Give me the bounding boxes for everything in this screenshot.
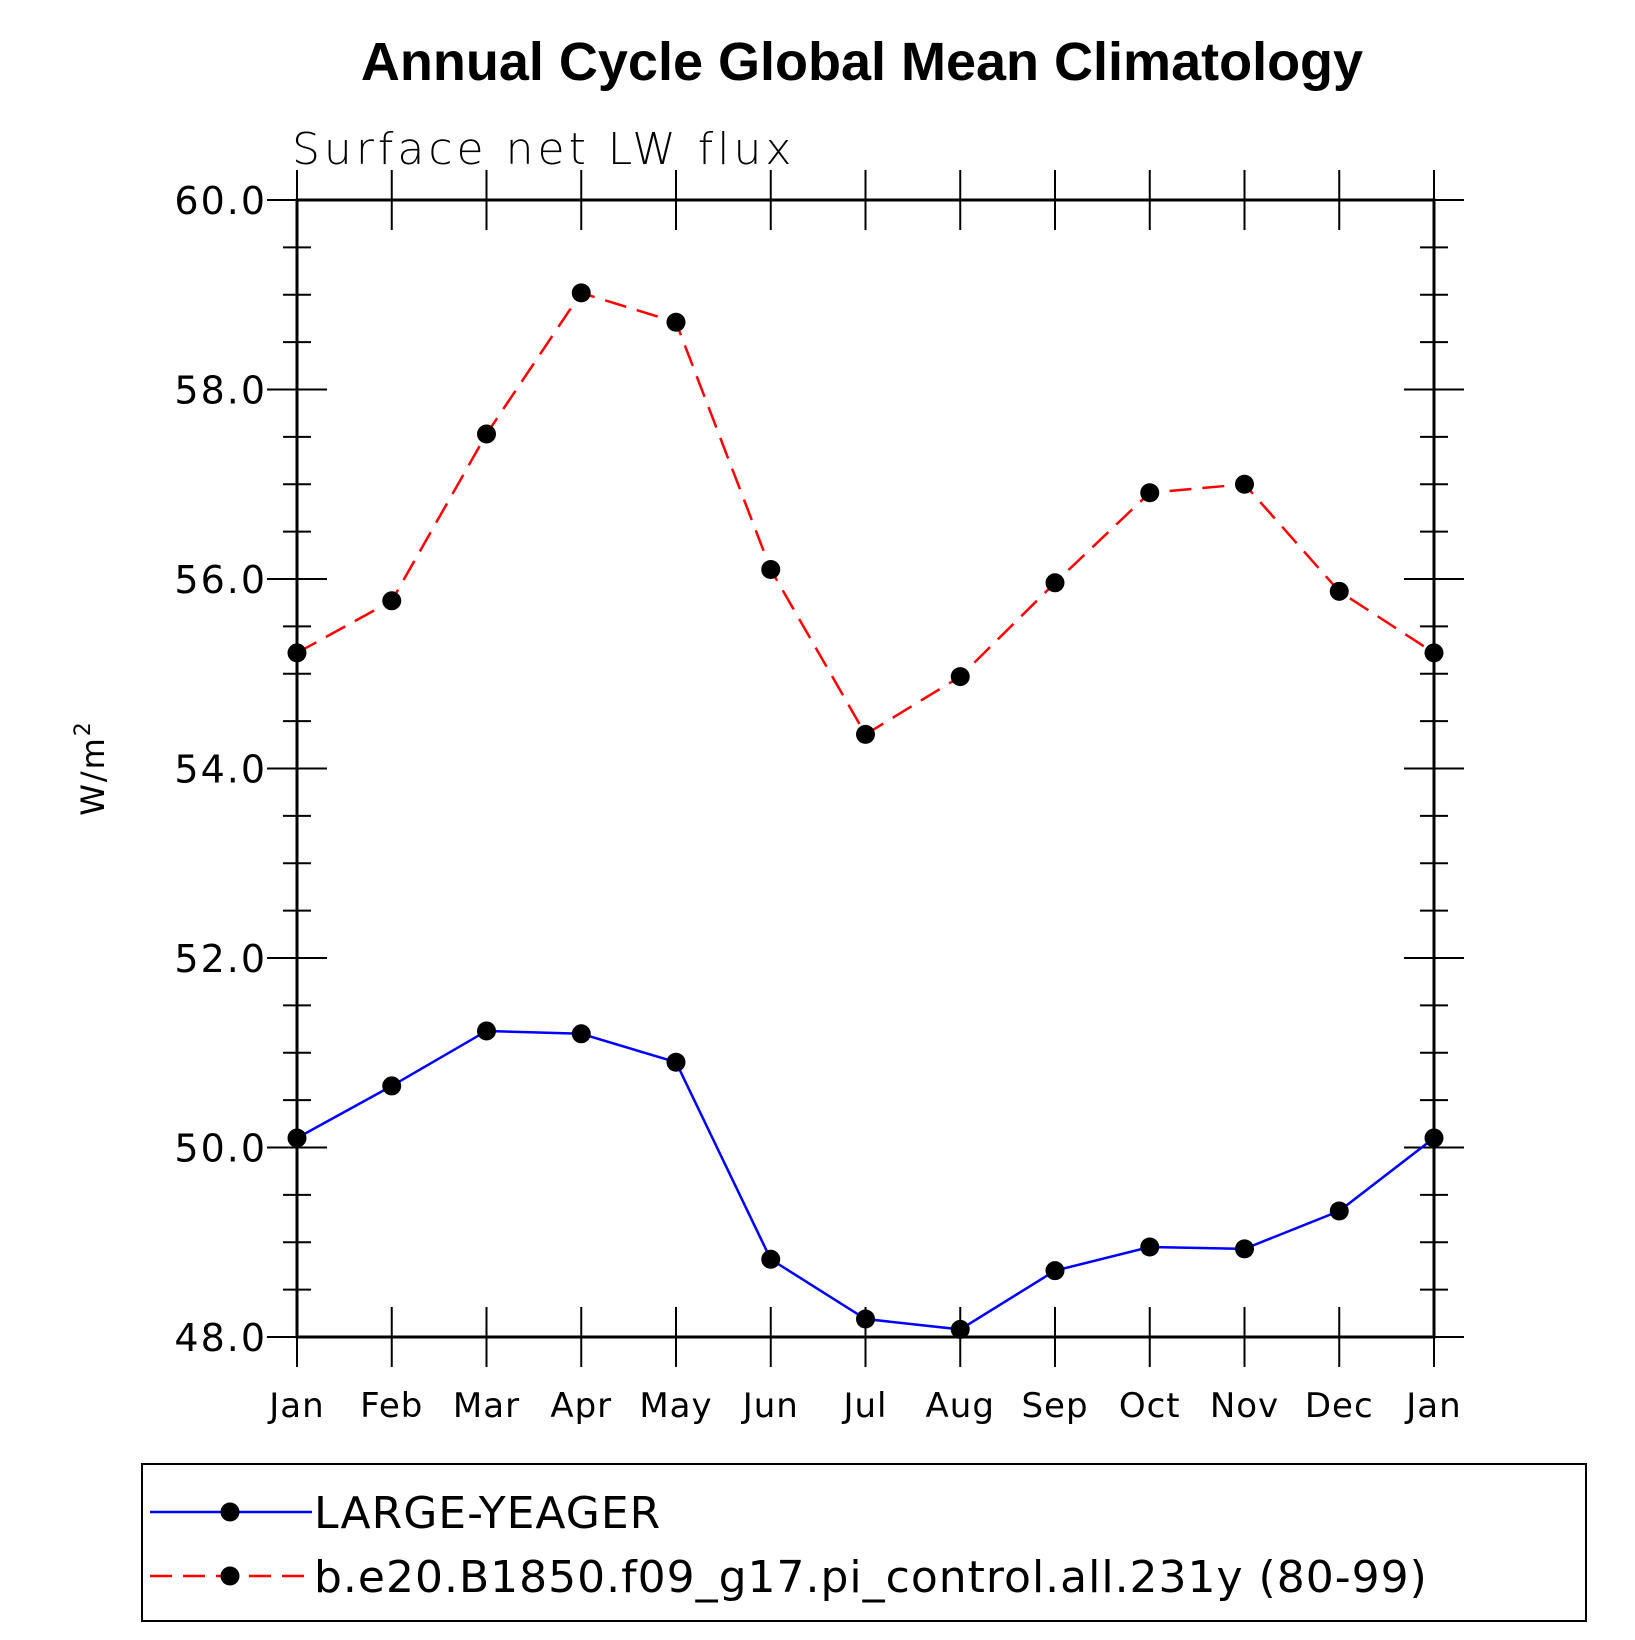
series-0-point <box>477 1021 496 1041</box>
x-tick-label: Dec <box>1305 1386 1374 1426</box>
series-0-point <box>1235 1239 1254 1259</box>
x-tick-label: Nov <box>1210 1386 1279 1426</box>
y-tick-label: 54.0 <box>174 748 267 792</box>
series-0-point <box>1045 1261 1065 1281</box>
series-1-point <box>761 560 781 580</box>
x-tick-label: Jan <box>267 1386 324 1426</box>
series-1-point <box>856 724 875 744</box>
series-0-point <box>666 1052 686 1072</box>
y-tick-label: 56.0 <box>174 558 267 602</box>
legend-label-0: LARGE-YEAGER <box>314 1488 661 1539</box>
x-tick-label: Jun <box>741 1386 799 1426</box>
series-1-point <box>382 591 402 611</box>
series-0-point <box>950 1319 970 1339</box>
tick-labels-layer: 48.0 50.0 52.0 54.0 56.0 58.0 60.0 Jan Feb Mar Apr… <box>174 179 1461 1426</box>
series-1-point <box>1329 581 1349 601</box>
series-1-point <box>1140 483 1160 503</box>
x-tick-label: Sep <box>1021 1386 1088 1426</box>
series-1-point <box>950 667 970 687</box>
y-tick-label: 60.0 <box>174 179 267 223</box>
series-0-point <box>1329 1201 1349 1221</box>
plot-frame <box>295 198 1436 1339</box>
series-0-point <box>1140 1237 1160 1257</box>
y-tick-label: 58.0 <box>174 369 267 413</box>
legend-marker-1 <box>220 1566 240 1586</box>
legend-marker-0 <box>220 1502 240 1522</box>
x-tick-label: May <box>639 1386 712 1426</box>
y-axis-label: W/m2 <box>71 720 112 816</box>
x-tick-label: Mar <box>453 1386 520 1426</box>
series-line-1 <box>296 291 1435 737</box>
chart-subtitle: Surface net LW flux <box>292 124 795 175</box>
series-layer <box>287 283 1444 1339</box>
series-1-point <box>477 424 496 444</box>
ticks-layer <box>267 170 1464 1367</box>
x-tick-label: Oct <box>1119 1386 1181 1426</box>
x-tick-label: Apr <box>550 1386 612 1426</box>
legend: LARGE-YEAGER b.e20.B1850.f09_g17.pi_contr… <box>141 1463 1587 1622</box>
x-tick-label: Jan <box>1404 1386 1461 1426</box>
series-0-point <box>856 1309 875 1329</box>
y-tick-label: 48.0 <box>174 1316 267 1360</box>
y-axis-label-text: W/m <box>74 736 112 816</box>
svg-text:W/m2: W/m2 <box>71 720 112 816</box>
x-tick-label: Aug <box>926 1386 995 1426</box>
series-1-point <box>666 312 686 332</box>
x-tick-label: Jul <box>841 1386 887 1426</box>
series-1-point <box>571 283 591 303</box>
series-0-point <box>761 1249 781 1269</box>
y-tick-label: 52.0 <box>174 937 267 981</box>
series-line-0 <box>296 1029 1435 1331</box>
chart-title: Annual Cycle Global Mean Climatology <box>361 32 1363 92</box>
x-tick-label: Feb <box>360 1386 423 1426</box>
series-0-point <box>382 1076 402 1096</box>
series-1-point <box>1235 474 1254 494</box>
y-axis-label-superscript: 2 <box>71 720 96 736</box>
y-tick-label: 50.0 <box>174 1127 267 1171</box>
series-1-point <box>1045 573 1065 593</box>
legend-label-1: b.e20.B1850.f09_g17.pi_control.all.231y … <box>314 1552 1428 1603</box>
series-0-point <box>571 1024 591 1044</box>
legend-box <box>141 1463 1587 1622</box>
